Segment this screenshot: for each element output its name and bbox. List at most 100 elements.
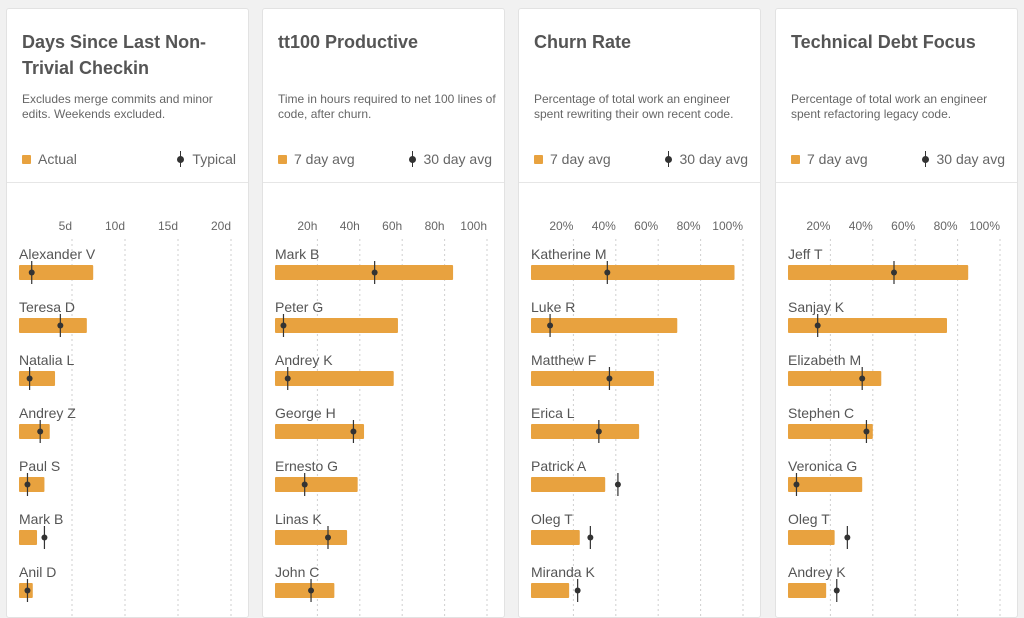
typical-marker-dot [814,322,821,329]
typical-marker-dot [57,322,64,329]
row-label: Erica L [531,405,575,421]
value-bar [531,583,570,598]
legend-marker-label: Typical [192,151,236,167]
row-label: Matthew F [531,352,596,368]
legend: 7 day avg 30 day avg [534,149,748,169]
typical-marker-dot [547,322,554,329]
value-bar [788,530,835,545]
card-description: Time in hours required to net 100 lines … [278,92,496,121]
tick-label: 15d [158,219,178,233]
tick-label: 80h [425,219,445,233]
marker-icon [921,150,929,168]
typical-marker-dot [301,481,308,488]
chart-churn: 20% 40% 60% 80% 100% Katherine M Luke R Matthew… [531,219,744,617]
tick-label: 20h [297,219,317,233]
legend-bar-item: 7 day avg [534,149,611,169]
legend-marker-label: 30 day avg [936,151,1006,167]
value-bar [788,477,863,492]
row-label: Anil D [19,564,56,580]
row-label: Katherine M [531,246,606,262]
legend-marker-label: 30 day avg [679,151,749,167]
legend: 7 day avg 30 day avg [278,149,492,169]
row-label: Oleg T [531,511,573,527]
row-label: Elizabeth M [788,352,861,368]
tick-label: 60% [891,219,915,233]
tick-label: 40% [592,219,616,233]
tick-label: 100% [969,219,1000,233]
legend-bar-item: 7 day avg [791,149,868,169]
value-bar [788,318,947,333]
legend: 7 day avg 30 day avg [791,149,1005,169]
value-bar [788,371,882,386]
row-label: Andrey Z [19,405,76,421]
value-bar [19,265,94,280]
row-label: Sanjay K [788,299,845,315]
tick-label: 80% [934,219,958,233]
row-label: Natalia L [19,352,74,368]
value-bar [531,265,735,280]
row-label: Alexander V [19,246,96,262]
row-label: Ernesto G [275,458,338,474]
row-label: Mark B [275,246,319,262]
row-label: Stephen C [788,405,854,421]
tick-label: 60h [382,219,402,233]
typical-marker-dot [574,587,581,594]
typical-marker-dot [26,375,33,382]
typical-marker-dot [24,481,31,488]
value-bar [531,424,640,439]
bar-swatch-icon [534,154,543,164]
typical-marker-dot [844,534,851,541]
typical-marker-dot [793,481,800,488]
marker-icon [177,150,185,168]
typical-marker-dot [604,269,611,276]
card-title: tt100 Productive [278,32,419,52]
legend-marker-item: Typical [177,149,236,169]
value-bar [788,424,873,439]
legend-marker-item: 30 day avg [664,149,749,169]
row-label: Jeff T [788,246,823,262]
value-bar [19,318,87,333]
value-bar [275,583,335,598]
typical-marker-dot [606,375,613,382]
value-bar [788,583,827,598]
value-bar [275,530,348,545]
row-label: Patrick A [531,458,587,474]
value-bar [531,530,580,545]
typical-marker-dot [863,428,870,435]
tick-label: 40% [849,219,873,233]
chart-checkin: 5d 10d 15d 20d Alexander V Teresa D Natalia L A… [19,219,232,617]
card-description: Percentage of total work an engineer spe… [534,92,734,121]
tick-label: 20% [549,219,573,233]
typical-marker-dot [595,428,602,435]
row-label: George H [275,405,336,421]
typical-marker-dot [371,269,378,276]
tick-label: 60% [634,219,658,233]
tick-label: 100% [712,219,743,233]
card-techdebt: Technical Debt Focus Percentage of total… [775,8,1018,618]
legend-marker-label: 30 day avg [423,151,493,167]
card-title: Technical Debt Focus [791,32,976,52]
value-bar [19,371,56,386]
tick-label: 80% [677,219,701,233]
card-header: Technical Debt Focus Percentage of total… [776,9,1017,183]
typical-marker-dot [37,428,44,435]
row-label: Andrey K [788,564,846,580]
typical-marker-dot [308,587,315,594]
card-churn: Churn Rate Percentage of total work an e… [518,8,761,618]
bar-swatch-icon [22,154,31,164]
tick-label: 10d [105,219,125,233]
legend-bar-item: Actual [22,149,77,169]
typical-marker-dot [280,322,287,329]
legend-bar-item: 7 day avg [278,149,355,169]
card-header: Churn Rate Percentage of total work an e… [519,9,760,183]
value-bar [275,265,454,280]
card-checkin: Days Since Last Non-Trivial Checkin Excl… [6,8,249,618]
typical-marker-dot [24,587,31,594]
tick-label: 100h [460,219,487,233]
marker-icon [664,150,672,168]
legend-bar-label: Actual [38,151,77,167]
value-bar [19,530,38,545]
tick-label: 5d [59,219,72,233]
tick-label: 20% [806,219,830,233]
row-label: Miranda K [531,564,595,580]
